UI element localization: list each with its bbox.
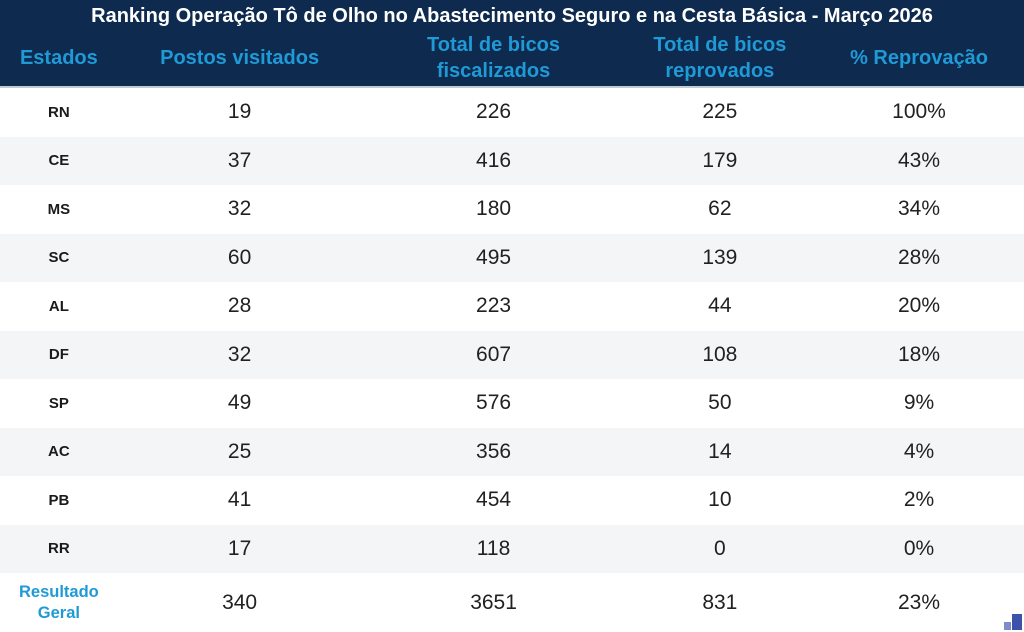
table-header: Ranking Operação Tô de Olho no Abastecim… — [0, 0, 1024, 88]
bicos-fiscalizados-cell: 416 — [476, 148, 512, 172]
bicos-fiscalizados-cell: 356 — [476, 439, 512, 463]
postos-visitados-cell: 32 — [227, 197, 252, 221]
state-cell: CE — [48, 152, 70, 170]
table-row: DF 32 607 108 18% — [0, 330, 1024, 379]
table-row: AC 25 356 14 4% — [0, 427, 1024, 476]
state-cell: DF — [48, 346, 69, 364]
column-header-row: Estados Postos visitados Total de bicos … — [0, 30, 1024, 86]
table-row: SP 49 576 50 9% — [0, 379, 1024, 428]
postos-visitados-cell: 32 — [227, 342, 252, 366]
page-title: Ranking Operação Tô de Olho no Abastecim… — [91, 5, 933, 27]
postos-visitados-cell: 25 — [227, 439, 252, 463]
postos-visitados-cell: 17 — [227, 536, 252, 560]
column-header-pct-reprovacao: % Reprovação — [850, 47, 988, 69]
total-bicos-fiscalizados: 3651 — [470, 590, 517, 614]
bar-chart-icon-tall-bar — [1012, 614, 1022, 630]
bicos-fiscalizados-cell: 180 — [476, 197, 512, 221]
postos-visitados-cell: 28 — [227, 294, 252, 318]
pct-reprovacao-cell: 20% — [897, 294, 941, 318]
state-cell: AC — [48, 443, 70, 461]
bicos-reprovados-cell: 225 — [702, 100, 738, 124]
bicos-reprovados-cell: 179 — [702, 148, 738, 172]
total-row: Resultado Geral 340 3651 831 23% — [0, 573, 1024, 632]
bicos-fiscalizados-cell: 118 — [476, 536, 511, 560]
bicos-reprovados-cell: 108 — [702, 342, 738, 366]
total-postos-visitados: 340 — [222, 590, 258, 614]
bicos-reprovados-cell: 44 — [708, 294, 732, 318]
pct-reprovacao-cell: 2% — [903, 488, 935, 512]
postos-visitados-cell: 19 — [227, 100, 252, 124]
state-cell: RN — [48, 103, 70, 121]
table-row: RN 19 226 225 100% — [0, 88, 1024, 137]
state-cell: AL — [48, 297, 69, 315]
table-row: CE 37 416 179 43% — [0, 136, 1024, 185]
bicos-fiscalizados-cell: 454 — [476, 488, 512, 512]
bicos-fiscalizados-cell: 607 — [476, 342, 512, 366]
pct-reprovacao-cell: 28% — [897, 245, 941, 269]
bicos-fiscalizados-cell: 226 — [476, 100, 512, 124]
pct-reprovacao-cell: 100% — [892, 100, 946, 124]
state-cell: SC — [48, 249, 70, 267]
table-row: RR 17 118 0 0% — [0, 524, 1024, 573]
state-cell: SP — [48, 394, 69, 412]
pct-reprovacao-cell: 9% — [903, 391, 935, 415]
table-row: MS 32 180 62 34% — [0, 185, 1024, 234]
table-row: PB 41 454 10 2% — [0, 476, 1024, 525]
column-header-estados: Estados — [19, 47, 98, 69]
pct-reprovacao-cell: 4% — [903, 439, 935, 463]
table-row: AL 28 223 44 20% — [0, 282, 1024, 331]
column-header-bicos-reprovados: Total de bicos reprovados — [653, 34, 787, 82]
state-cell: PB — [48, 491, 70, 509]
table-row: SC 60 495 139 28% — [0, 233, 1024, 282]
postos-visitados-cell: 41 — [227, 488, 252, 512]
pct-reprovacao-cell: 43% — [897, 148, 941, 172]
bicos-reprovados-cell: 0 — [714, 536, 726, 560]
state-cell: RR — [48, 540, 70, 558]
postos-visitados-cell: 37 — [227, 148, 252, 172]
pct-reprovacao-cell: 0% — [903, 536, 935, 560]
pct-reprovacao-cell: 18% — [897, 342, 941, 366]
bar-chart-icon-small-bar — [1004, 622, 1011, 630]
bar-chart-icon — [1004, 613, 1022, 630]
total-pct-reprovacao: 23% — [897, 590, 941, 614]
bicos-reprovados-cell: 50 — [708, 391, 732, 415]
column-header-postos-visitados: Postos visitados — [160, 47, 320, 69]
bicos-reprovados-cell: 139 — [702, 245, 738, 269]
bicos-fiscalizados-cell: 576 — [476, 391, 512, 415]
bicos-reprovados-cell: 10 — [708, 488, 732, 512]
bicos-fiscalizados-cell: 495 — [476, 245, 512, 269]
postos-visitados-cell: 60 — [227, 245, 252, 269]
total-bicos-reprovados: 831 — [702, 590, 738, 614]
column-header-bicos-fiscalizados: Total de bicos fiscalizados — [427, 34, 561, 82]
bicos-reprovados-cell: 14 — [708, 439, 732, 463]
pct-reprovacao-cell: 34% — [897, 197, 941, 221]
postos-visitados-cell: 49 — [227, 391, 252, 415]
bicos-reprovados-cell: 62 — [708, 197, 732, 221]
state-cell: MS — [47, 200, 71, 218]
total-row-label: Resultado Geral — [18, 582, 99, 622]
bicos-fiscalizados-cell: 223 — [476, 294, 512, 318]
table-body: RN 19 226 225 100% CE 37 416 179 43% MS … — [0, 88, 1024, 573]
